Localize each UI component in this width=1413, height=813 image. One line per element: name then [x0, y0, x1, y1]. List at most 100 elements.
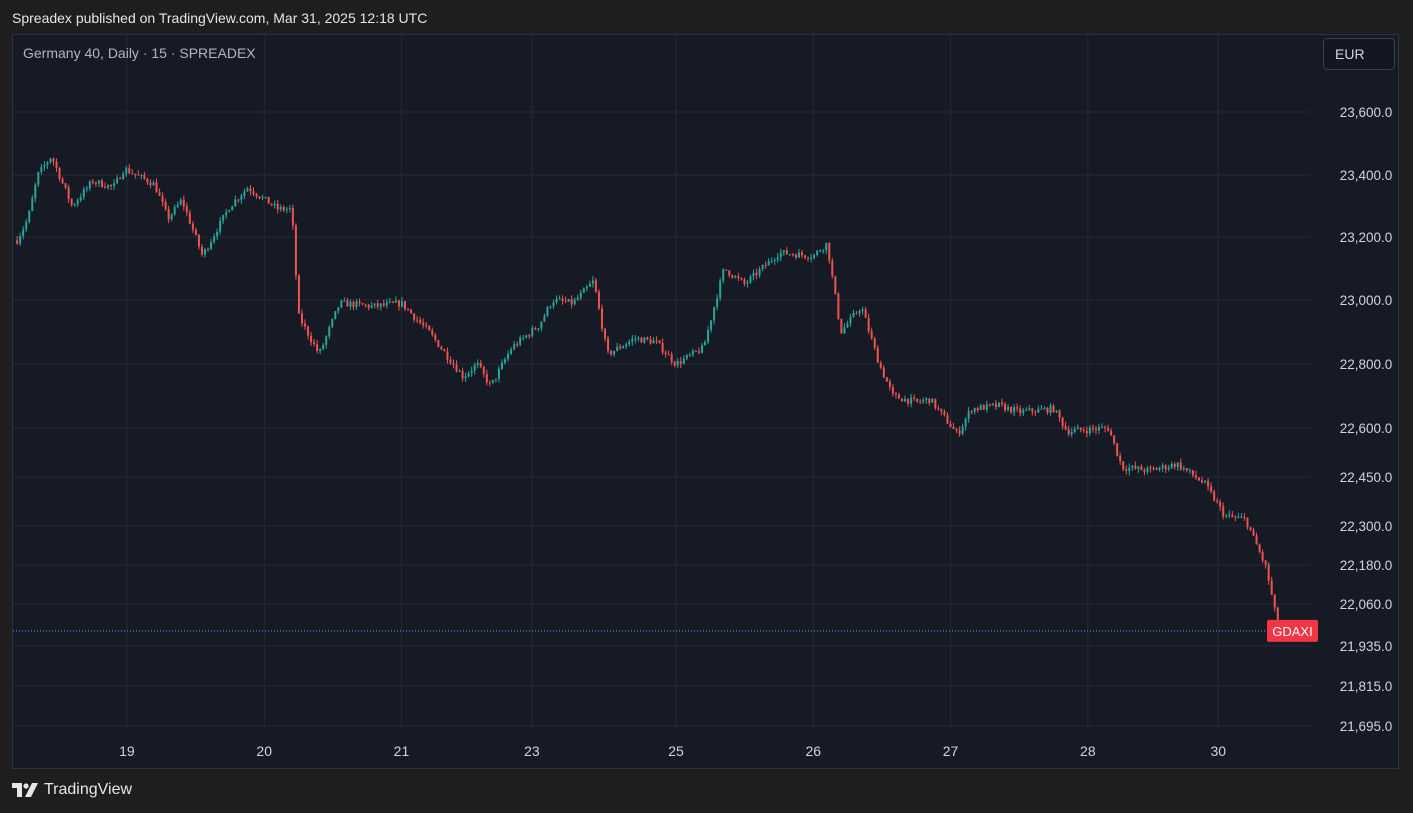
candle-body [82, 189, 85, 198]
symbol-badge[interactable]: GDAXI [1267, 619, 1318, 642]
candle-body [122, 173, 125, 179]
candle-body [1061, 417, 1064, 427]
candle-body [734, 276, 737, 278]
candle-body [958, 430, 961, 434]
candle-body [270, 203, 273, 206]
candle-body [579, 292, 582, 298]
candle-body [361, 303, 364, 305]
candle-body [885, 377, 888, 382]
x-tick-label: 20 [256, 743, 272, 759]
candle-body [1064, 426, 1067, 430]
candle-body [185, 206, 188, 213]
candle-body [522, 337, 525, 339]
candle-body [982, 405, 985, 410]
candle-body [507, 353, 510, 360]
candle-body [140, 174, 143, 176]
candle-body [104, 186, 107, 188]
candle-body [555, 298, 558, 303]
candle-body [967, 411, 970, 419]
candle-body [131, 173, 134, 175]
candle-body [40, 167, 43, 173]
candle-body [164, 202, 167, 210]
candle-body [1028, 408, 1031, 410]
candle-body [197, 234, 200, 247]
candle-body [358, 301, 361, 304]
candle-body [561, 298, 564, 301]
candle-body [943, 411, 946, 416]
candle-body [870, 331, 873, 339]
candle-body [64, 183, 67, 188]
candle-body [264, 196, 267, 198]
candle-body [782, 250, 785, 253]
candle-body [843, 327, 846, 334]
candle-body [1167, 467, 1170, 470]
candle-body [382, 303, 385, 306]
candle-body [540, 321, 543, 329]
candle-body [776, 257, 779, 260]
candle-body [1188, 470, 1191, 472]
candle-body [746, 282, 749, 284]
candle-body [922, 400, 925, 402]
candle-body [1070, 431, 1073, 435]
candle-body [825, 242, 828, 251]
candle-body [76, 200, 79, 205]
candle-body [558, 298, 561, 300]
candle-body [19, 236, 22, 244]
candle-body [464, 376, 467, 379]
candle-body [234, 199, 237, 207]
candle-body [1158, 468, 1161, 470]
candle-body [146, 178, 149, 183]
candle-body [370, 305, 373, 308]
candle-body [549, 306, 552, 308]
candle-body [340, 300, 343, 308]
tradingview-brand[interactable]: TradingView [12, 781, 132, 799]
candle-body [155, 182, 158, 193]
candle-body [322, 344, 325, 350]
y-tick-label: 23,000.0 [1340, 293, 1393, 308]
candle-body [1240, 516, 1243, 518]
candle-body [434, 334, 437, 341]
candle-body [313, 342, 316, 345]
candle-body [949, 423, 952, 427]
candle-body [482, 366, 485, 374]
x-tick-label: 25 [668, 743, 684, 759]
chart-legend[interactable]: Germany 40, Daily · 15 · SPREADEX [23, 45, 256, 61]
candle-body [1225, 515, 1228, 517]
candle-body [934, 398, 937, 409]
candle-body [1210, 486, 1213, 492]
candle-body [225, 211, 228, 215]
y-tick-label: 22,180.0 [1340, 558, 1393, 573]
candle-body [107, 184, 110, 188]
candle-body [1182, 468, 1185, 470]
candle-body [667, 354, 670, 356]
candle-body [797, 252, 800, 258]
candle-body [888, 381, 891, 388]
candle-body [652, 340, 655, 344]
candle-body [597, 291, 600, 309]
candle-body [228, 210, 231, 212]
candle-body [1170, 463, 1173, 468]
candle-body [822, 250, 825, 252]
currency-button[interactable]: EUR [1323, 38, 1395, 70]
y-tick-label: 23,600.0 [1340, 105, 1393, 120]
candle-body [867, 317, 870, 332]
candle-body [704, 342, 707, 346]
candle-body [452, 363, 455, 365]
candle-body [891, 387, 894, 394]
candle-body [343, 300, 346, 302]
candle-body [88, 181, 91, 189]
candle-body [1207, 480, 1210, 487]
candle-body [979, 405, 982, 410]
candle-body [688, 354, 691, 356]
candle-body [643, 337, 646, 343]
y-tick-label: 22,800.0 [1340, 357, 1393, 372]
candle-body [585, 286, 588, 289]
candle-body [961, 426, 964, 434]
candle-body [349, 302, 352, 307]
candle-body [955, 428, 958, 431]
candle-body [1261, 552, 1264, 561]
candle-body [16, 240, 19, 244]
candle-body [273, 203, 276, 206]
candle-body [1164, 465, 1167, 470]
